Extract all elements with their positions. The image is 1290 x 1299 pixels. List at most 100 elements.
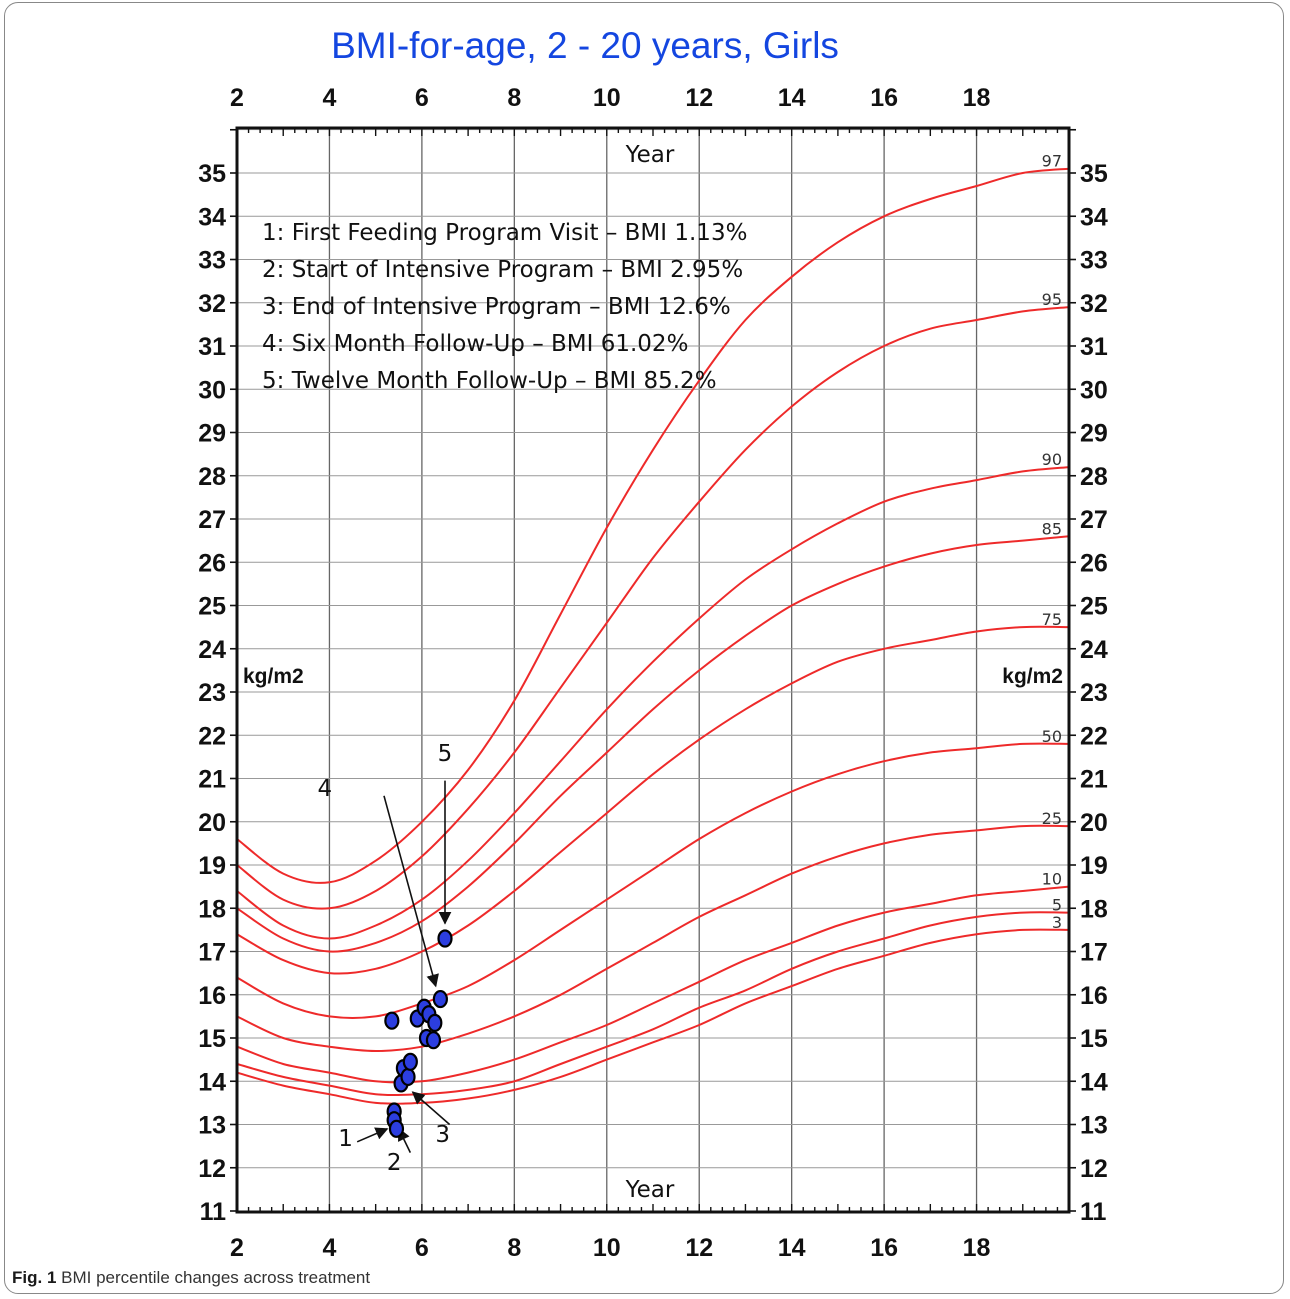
patient-point [425, 1031, 442, 1050]
axis-ticks [230, 128, 1076, 1212]
y-tick-label-right: 18 [1080, 895, 1108, 923]
y-tick-label-left: 14 [198, 1068, 226, 1096]
percentile-label-85: 85 [1042, 519, 1062, 538]
y-tick-label-left: 11 [200, 1198, 227, 1226]
x-tick-label-bottom: 18 [963, 1234, 991, 1260]
percentile-curve-5 [236, 911, 1070, 1097]
y-tick-label-left: 17 [198, 939, 226, 967]
percentile-curve-75 [236, 625, 1070, 975]
y-tick-label-right: 28 [1080, 463, 1108, 491]
y-tick-label-right: 11 [1080, 1198, 1107, 1226]
y-tick-label-right: 19 [1080, 852, 1108, 880]
percentile-curve-25 [236, 824, 1070, 1053]
percentile-curve-85 [236, 535, 1070, 953]
y-tick-label-right: 20 [1080, 809, 1108, 837]
y-tick-label-left: 28 [198, 463, 226, 491]
annotation-arrow [356, 1127, 389, 1143]
y-tick-label-right: 27 [1080, 506, 1108, 534]
y-tick-label-left: 29 [198, 420, 226, 448]
y-tick-label-right: 33 [1080, 247, 1108, 275]
y-tick-label-left: 12 [198, 1155, 226, 1183]
y-axis-label-right: kg/m2 [1002, 665, 1063, 688]
y-tick-label-right: 13 [1080, 1112, 1108, 1140]
x-tick-label-top: 18 [963, 84, 991, 112]
x-tick-label-bottom: 10 [593, 1234, 621, 1260]
y-tick-label-left: 19 [198, 852, 226, 880]
y-tick-label-left: 34 [198, 203, 226, 231]
percentile-label-5: 5 [1052, 896, 1062, 915]
legend-entry: 5: Twelve Month Follow-Up – BMI 85.2% [262, 368, 717, 394]
percentile-label-90: 90 [1042, 450, 1062, 469]
patient-point [388, 1119, 405, 1138]
y-tick-label-left: 16 [198, 982, 226, 1010]
percentile-label-10: 10 [1042, 870, 1062, 889]
patient-point [427, 1013, 443, 1032]
annotation-arrow [383, 795, 439, 988]
y-tick-label-left: 13 [198, 1112, 226, 1140]
bmi-chart: BMI-for-age, 2 - 20 years, Girls 97 95 90 8… [198, 25, 1108, 1260]
x-tick-label-top: 16 [870, 84, 898, 112]
y-tick-label-left: 18 [198, 895, 226, 923]
patient-point [437, 929, 453, 948]
x-tick-label-bottom: 2 [230, 1234, 244, 1260]
y-tick-label-left: 20 [198, 809, 226, 837]
y-axis-label-left: kg/m2 [243, 665, 304, 688]
legend: 1: First Feeding Program Visit – BMI 1.1… [262, 220, 747, 394]
figure-frame [4, 2, 1284, 1294]
annotation-label-2: 2 [387, 1150, 402, 1176]
percentile-label-25: 25 [1042, 809, 1062, 828]
annotations: 1 2 3 4 5 [318, 741, 453, 1176]
y-tick-label-right: 35 [1080, 160, 1108, 188]
x-tick-label-top: 4 [322, 84, 336, 112]
x-axis-label-top: Year [625, 142, 675, 168]
x-tick-label-bottom: 4 [322, 1234, 336, 1260]
y-tick-label-right: 31 [1080, 333, 1108, 361]
x-tick-label-top: 10 [593, 84, 621, 112]
y-tick-label-left: 22 [198, 722, 226, 750]
y-tick-label-left: 31 [198, 333, 226, 361]
percentile-curve-50 [236, 742, 1070, 1019]
x-tick-label-bottom: 8 [507, 1234, 521, 1260]
x-tick-label-top: 12 [685, 84, 713, 112]
x-tick-label-bottom: 14 [778, 1234, 806, 1260]
y-tick-label-left: 33 [198, 247, 226, 275]
percentile-curve-97 [236, 167, 1070, 884]
y-tick-label-left: 27 [198, 506, 226, 534]
y-tick-label-right: 21 [1080, 766, 1108, 794]
x-tick-label-top: 14 [778, 84, 806, 112]
x-tick-label-bottom: 16 [870, 1234, 898, 1260]
patient-point [402, 1052, 418, 1071]
y-tick-label-right: 24 [1080, 636, 1108, 664]
caption-prefix: Fig. 1 [12, 1268, 57, 1287]
percentile-label-3: 3 [1052, 913, 1062, 932]
chart-title: BMI-for-age, 2 - 20 years, Girls [331, 25, 839, 66]
x-tick-label-top: 2 [230, 84, 244, 112]
y-tick-label-right: 15 [1080, 1025, 1108, 1053]
y-tick-label-right: 16 [1080, 982, 1108, 1010]
caption-text: BMI percentile changes across treatment [56, 1268, 371, 1287]
y-tick-label-left: 35 [198, 160, 226, 188]
x-tick-label-bottom: 12 [685, 1234, 713, 1260]
percentile-curve-3 [236, 928, 1070, 1105]
legend-entry: 2: Start of Intensive Program – BMI 2.95… [262, 257, 743, 283]
y-tick-label-left: 15 [198, 1025, 226, 1053]
patient-point [400, 1067, 416, 1087]
annotation-label-5: 5 [438, 741, 453, 767]
percentile-curve-95 [236, 306, 1070, 910]
y-tick-label-right: 17 [1080, 939, 1108, 967]
annotation-label-4: 4 [318, 776, 333, 802]
figure-caption: Fig. 1 BMI percentile changes across tre… [12, 1268, 370, 1288]
y-tick-label-left: 26 [198, 549, 226, 577]
y-tick-label-right: 30 [1080, 376, 1108, 404]
percentile-label-50: 50 [1042, 727, 1062, 746]
x-axis-label-bottom: Year [625, 1177, 675, 1203]
percentile-label-75: 75 [1042, 610, 1062, 629]
percentile-label-95: 95 [1042, 290, 1062, 309]
legend-entry: 1: First Feeding Program Visit – BMI 1.1… [262, 220, 747, 246]
y-tick-label-left: 21 [198, 766, 226, 794]
y-tick-label-right: 22 [1080, 722, 1108, 750]
legend-entry: 4: Six Month Follow-Up – BMI 61.02% [262, 331, 688, 357]
y-tick-label-right: 14 [1080, 1068, 1108, 1096]
